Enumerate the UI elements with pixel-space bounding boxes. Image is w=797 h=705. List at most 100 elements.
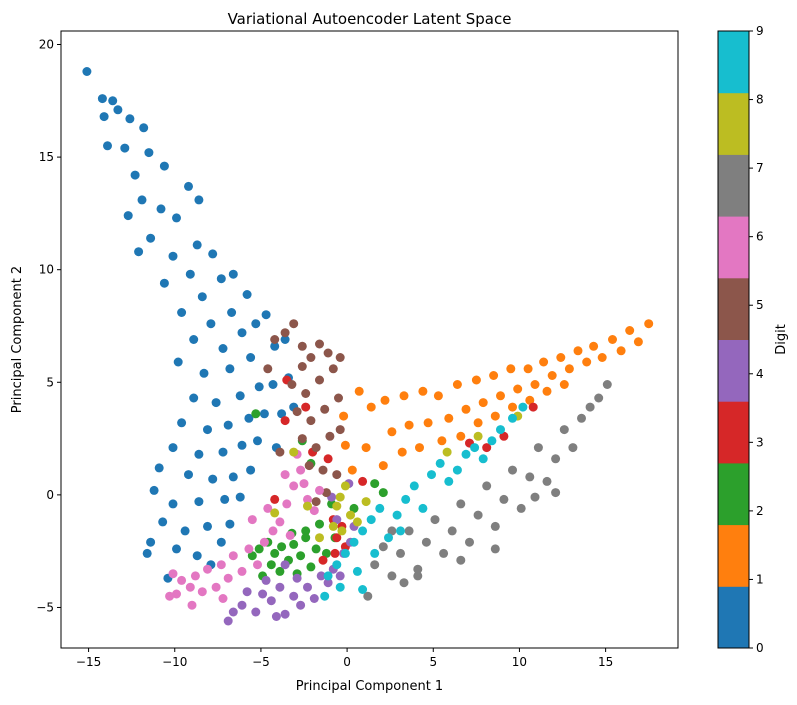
data-point	[168, 443, 178, 453]
data-point	[192, 551, 202, 561]
data-point	[358, 476, 368, 486]
data-point	[113, 105, 123, 115]
data-point	[465, 537, 474, 547]
data-point	[180, 526, 190, 536]
data-point	[275, 517, 285, 527]
data-point	[496, 391, 505, 401]
data-point	[159, 278, 169, 288]
data-point	[568, 443, 578, 453]
colorbar-segment	[718, 154, 749, 217]
data-point	[270, 494, 280, 504]
x-tick-label: 15	[598, 655, 613, 669]
data-point	[194, 195, 204, 205]
data-point	[482, 443, 492, 453]
data-point	[303, 501, 312, 511]
data-point	[244, 413, 254, 423]
data-point	[203, 521, 212, 531]
data-point	[321, 548, 331, 558]
data-point	[246, 353, 256, 362]
data-point	[332, 470, 342, 480]
data-point	[323, 578, 333, 588]
data-point	[142, 548, 152, 558]
data-point	[199, 368, 209, 378]
data-point	[309, 594, 319, 603]
data-point	[456, 555, 466, 565]
data-point	[399, 391, 409, 401]
data-point	[551, 454, 561, 464]
data-point	[478, 398, 488, 408]
data-point	[315, 375, 324, 385]
data-point	[370, 479, 380, 489]
colorbar: 0 1 2 3 4 5 6 7 8 9 Digit	[717, 24, 789, 655]
data-point	[321, 488, 331, 498]
data-point	[332, 501, 342, 511]
data-point	[289, 481, 299, 491]
data-point	[430, 515, 440, 525]
colorbar-tick-label: 7	[756, 161, 764, 175]
data-point	[297, 341, 307, 351]
data-point	[301, 533, 311, 543]
data-point	[418, 503, 428, 513]
data-point	[246, 465, 256, 475]
data-point	[339, 411, 349, 421]
data-point	[323, 454, 333, 464]
data-point	[335, 353, 345, 362]
colorbar-tick-label: 5	[756, 298, 764, 312]
data-point	[559, 380, 569, 389]
data-point	[533, 443, 543, 453]
data-point	[97, 94, 107, 104]
data-point	[525, 472, 535, 482]
data-point	[287, 380, 297, 389]
data-point	[228, 607, 238, 617]
data-point	[237, 566, 247, 576]
data-point	[266, 560, 276, 570]
data-point	[340, 481, 350, 491]
data-point	[144, 148, 154, 158]
data-point	[280, 609, 290, 619]
data-point	[258, 589, 268, 599]
data-point	[168, 499, 178, 509]
data-point	[594, 393, 604, 403]
data-point	[608, 335, 617, 344]
colorbar-segment	[718, 401, 749, 464]
y-axis-label: Principal Component 2	[10, 266, 25, 413]
data-point	[189, 335, 199, 344]
data-point	[177, 418, 187, 428]
data-point	[172, 544, 181, 554]
data-point	[227, 308, 237, 317]
data-point	[542, 386, 552, 396]
data-point	[530, 492, 540, 502]
x-tick-label: −10	[162, 655, 187, 669]
data-point	[197, 587, 207, 597]
data-point	[309, 506, 319, 516]
data-point	[280, 416, 290, 426]
data-point	[378, 542, 388, 552]
data-point	[187, 600, 197, 610]
data-point	[335, 425, 345, 435]
data-point	[254, 544, 264, 554]
data-point	[311, 544, 321, 554]
x-tick-label: 10	[512, 655, 527, 669]
data-point	[316, 571, 326, 581]
data-point	[518, 402, 528, 412]
data-point	[335, 571, 345, 581]
data-point	[247, 551, 257, 561]
data-point	[99, 112, 109, 122]
y-tick-label: −5	[36, 600, 54, 614]
colorbar-tick-label: 6	[756, 230, 764, 244]
data-point	[315, 485, 324, 495]
data-point	[585, 402, 595, 412]
chart-title: Variational Autoencoder Latent Space	[228, 10, 512, 28]
data-point	[251, 409, 261, 419]
data-point	[194, 497, 204, 507]
series-digit-0	[82, 67, 299, 583]
data-point	[473, 418, 483, 428]
data-point	[208, 249, 218, 259]
data-point	[297, 362, 307, 371]
data-point	[396, 526, 405, 536]
colorbar-segment	[718, 339, 749, 402]
data-point	[103, 141, 112, 151]
data-point	[289, 447, 299, 457]
series-digit-5	[263, 319, 345, 507]
